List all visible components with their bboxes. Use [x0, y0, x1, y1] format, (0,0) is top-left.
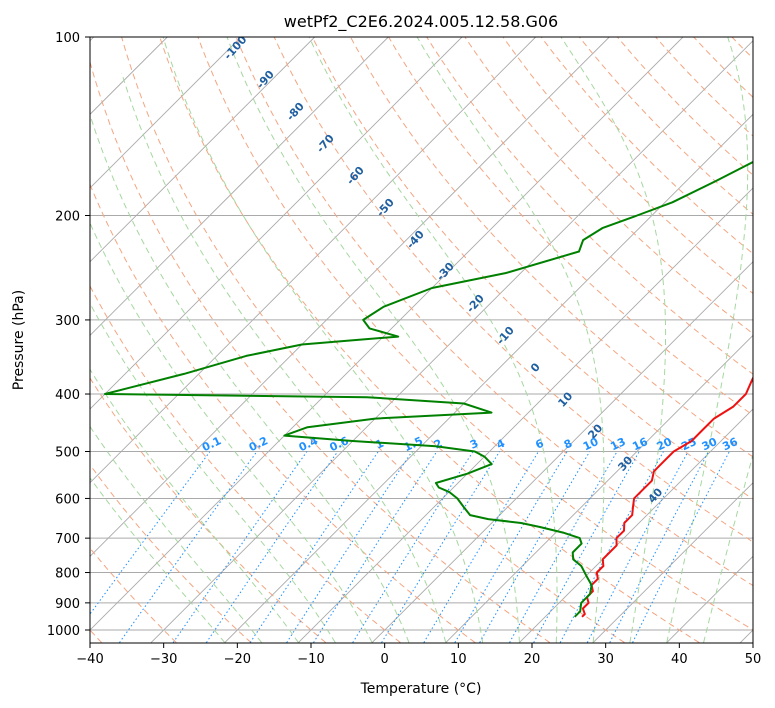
isobar-gridlines — [90, 37, 753, 631]
mixing-ratio-line — [559, 451, 664, 643]
dewpoint-line — [104, 160, 753, 618]
y-tick-label: 300 — [55, 314, 80, 329]
mixing-ratio-line — [90, 451, 211, 615]
y-tick-label: 500 — [55, 445, 80, 460]
plot-frame — [89, 36, 754, 644]
isotherm-line — [371, 261, 753, 643]
y-tick-label: 600 — [55, 492, 80, 507]
isotherm-line — [519, 408, 753, 643]
x-tick-label: 10 — [450, 652, 467, 667]
mixing-ratio-line — [632, 451, 730, 643]
isotherm-line — [224, 113, 753, 643]
mixing-ratio-line — [509, 451, 618, 643]
dry-adiabat-line — [90, 377, 327, 643]
dry-adiabat-line — [273, 37, 753, 543]
mixing-ratio-line — [381, 451, 501, 643]
moist-adiabat-line — [90, 477, 226, 643]
y-tick-label: 400 — [55, 388, 80, 403]
moist-adiabat-line — [666, 37, 749, 643]
mixing-ratio-label: 30 — [700, 435, 720, 453]
x-axis-ticks: −40 −30 −20 −10 0 10 20 30 40 50 — [76, 643, 761, 667]
moist-adiabat-line — [226, 37, 520, 643]
mixing-ratio-label: 10 — [581, 435, 601, 453]
mixing-ratio-label: 36 — [720, 435, 740, 453]
moist-adiabat-line — [703, 452, 753, 643]
y-axis-label: Pressure (hPa) — [11, 290, 27, 390]
isotherm-line — [592, 482, 753, 643]
y-axis-ticks: 100 200 300 400 500 600 700 800 900 1000 — [47, 31, 90, 639]
x-tick-label: −30 — [150, 652, 177, 667]
mixing-ratio-lines — [90, 451, 730, 643]
chart-title: wetPf2_C2E6.2024.005.12.58.G06 — [284, 12, 558, 32]
isotherm-line — [150, 40, 753, 643]
x-tick-label: 0 — [381, 652, 389, 667]
dry-adiabat-line — [464, 37, 753, 335]
mixing-ratio-line — [423, 451, 539, 643]
dry-adiabat-line — [197, 37, 753, 631]
mixing-ratio-line — [119, 451, 258, 643]
mixing-ratio-label: 13 — [608, 435, 627, 453]
moist-adiabat-line — [121, 72, 447, 643]
isotherm-line — [90, 37, 316, 263]
mixing-ratio-line — [286, 451, 413, 643]
mixing-ratio-line — [205, 451, 339, 643]
dry-adiabat-line — [90, 60, 551, 643]
mixing-ratio-line — [313, 451, 438, 643]
x-axis-label: Temperature (°C) — [360, 681, 482, 697]
dry-adiabat-line — [311, 37, 753, 500]
isotherm-line — [90, 37, 389, 336]
dry-adiabat-line — [90, 463, 252, 643]
mixing-ratio-line — [352, 451, 474, 643]
mixing-ratio-label: 20 — [655, 435, 675, 453]
moist-adiabat-line — [90, 113, 410, 643]
dry-adiabat-line — [121, 37, 625, 643]
y-tick-label: 1000 — [47, 624, 80, 639]
y-tick-label: 800 — [55, 567, 80, 582]
y-tick-label: 200 — [55, 210, 80, 225]
x-tick-label: 40 — [671, 652, 688, 667]
x-tick-label: −10 — [297, 652, 324, 667]
plot-area: -100-90-80-70-60-50-40-30-20-10010203040… — [90, 37, 753, 643]
mixing-ratio-line — [533, 451, 640, 643]
y-tick-label: 900 — [55, 597, 80, 612]
x-tick-label: −40 — [76, 652, 103, 667]
isotherm-line — [445, 334, 753, 643]
mixing-ratio-label: 16 — [630, 435, 650, 453]
moist-adiabat-line — [560, 37, 667, 643]
dry-adiabats — [90, 37, 753, 643]
temperature-line — [581, 375, 753, 618]
moist-adiabat-line — [162, 37, 484, 643]
x-tick-label: 30 — [597, 652, 614, 667]
x-tick-label: −20 — [224, 652, 251, 667]
mixing-ratio-line — [172, 451, 308, 643]
dry-adiabat-line — [159, 37, 700, 643]
isotherm-line — [90, 37, 242, 189]
moist-adiabat-line — [416, 37, 605, 643]
dry-adiabat-line — [502, 37, 753, 295]
moist-adiabat-line — [90, 302, 336, 643]
x-tick-label: 20 — [524, 652, 541, 667]
mixing-ratio-line — [586, 451, 689, 643]
isotherm-line — [90, 37, 610, 558]
y-tick-label: 700 — [55, 532, 80, 547]
dry-adiabat-line — [235, 37, 753, 587]
x-tick-label: 50 — [745, 652, 762, 667]
mixing-ratio-line — [249, 451, 379, 643]
isotherm-line — [90, 37, 463, 410]
moist-adiabat-line — [90, 221, 373, 643]
isotherm-line — [90, 37, 537, 484]
profile-series — [104, 160, 753, 618]
y-tick-label: 100 — [55, 31, 80, 46]
